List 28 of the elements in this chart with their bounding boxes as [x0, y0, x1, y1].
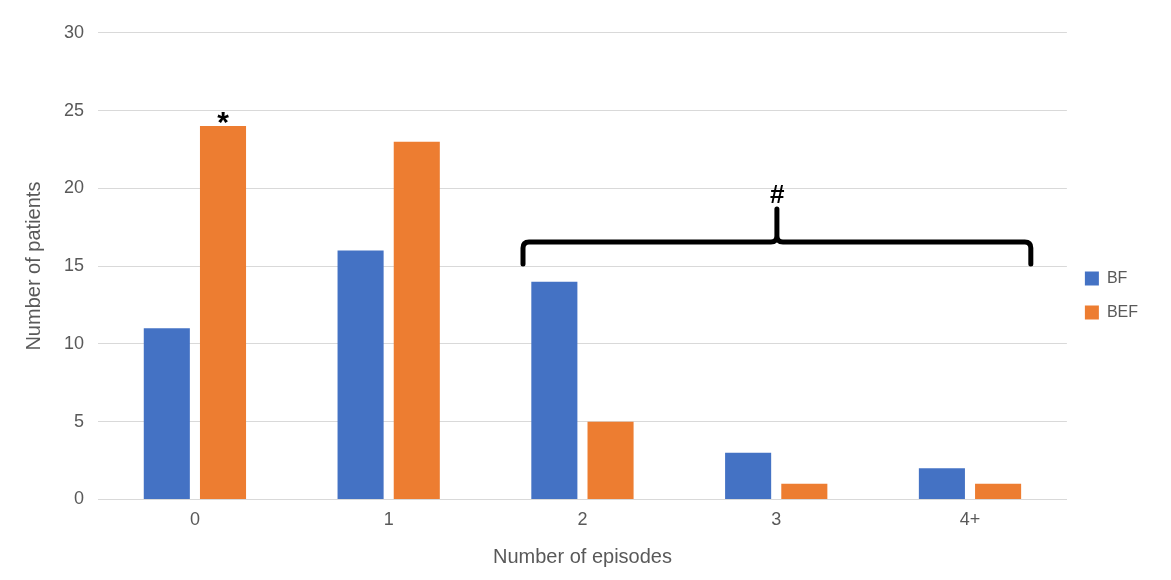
y-tick-label: 10: [63, 332, 85, 353]
legend-label: BF: [1106, 268, 1128, 286]
bar: [725, 452, 772, 499]
x-tick-label: 3: [771, 509, 782, 530]
bar: [531, 281, 578, 499]
legend-label: BEF: [1106, 302, 1139, 320]
annotation: #: [769, 178, 786, 210]
y-tick-label: 30: [63, 21, 85, 42]
y-axis-title: Number of patients: [21, 181, 44, 351]
x-axis-title: Number of episodes: [492, 544, 672, 567]
y-tick-label: 0: [74, 488, 85, 509]
y-tick-label: 15: [63, 255, 85, 276]
bar: [199, 126, 247, 499]
bar: [918, 468, 965, 499]
y-tick-label: 5: [74, 410, 85, 431]
bar: [781, 483, 828, 499]
bar: [393, 141, 440, 499]
bar: [143, 328, 190, 499]
bar: [975, 483, 1022, 499]
x-tick-label: 2: [577, 509, 588, 530]
x-tick-label: 4+: [959, 509, 981, 530]
x-tick-label: 1: [383, 509, 394, 530]
y-tick-label: 20: [63, 177, 85, 198]
bar: [587, 421, 634, 499]
y-tick-label: 25: [63, 99, 85, 120]
annotation: *: [217, 105, 230, 139]
bar: [337, 250, 384, 499]
x-tick-label: 0: [189, 509, 200, 530]
